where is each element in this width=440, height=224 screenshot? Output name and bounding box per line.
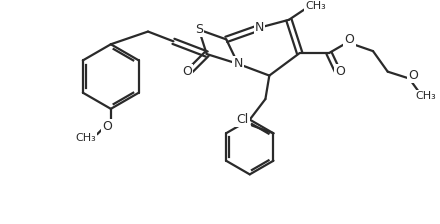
Text: N: N <box>233 57 243 70</box>
Text: Cl: Cl <box>236 113 248 126</box>
Text: S: S <box>195 23 203 36</box>
Text: O: O <box>102 120 112 133</box>
Text: O: O <box>345 33 355 46</box>
Text: CH₃: CH₃ <box>415 91 436 101</box>
Text: O: O <box>335 65 345 78</box>
Text: CH₃: CH₃ <box>75 133 96 143</box>
Text: O: O <box>182 65 192 78</box>
Text: N: N <box>255 21 264 34</box>
Text: CH₃: CH₃ <box>305 1 326 11</box>
Text: O: O <box>408 69 418 82</box>
